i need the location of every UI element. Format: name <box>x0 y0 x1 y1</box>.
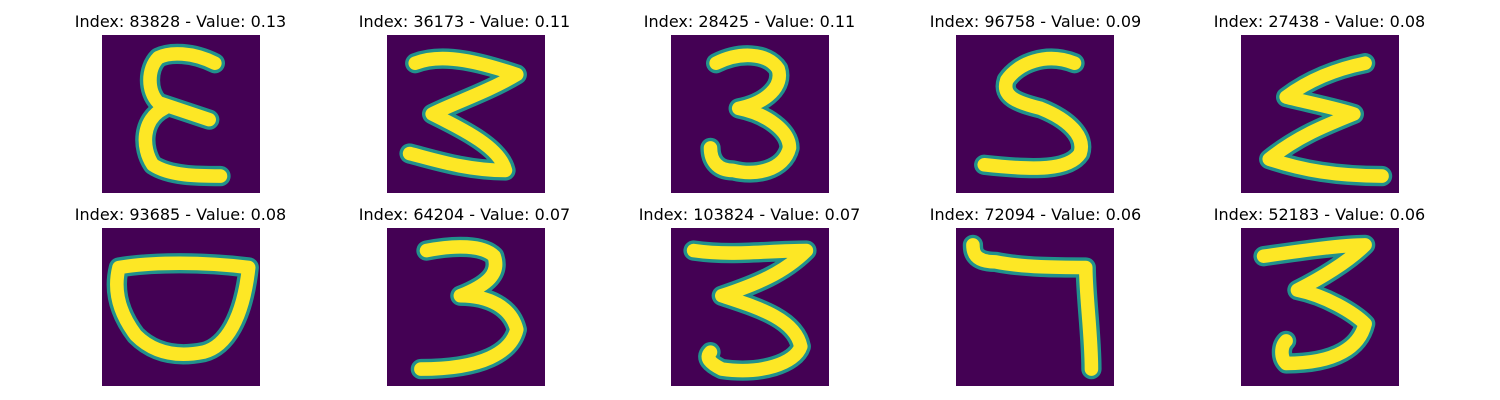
sample-title: Index: 27438 - Value: 0.08 <box>1177 12 1462 31</box>
sample-title: Index: 93685 - Value: 0.08 <box>38 205 323 224</box>
sample-panel-10: Index: 52183 - Value: 0.06 <box>1177 205 1462 395</box>
digit-image <box>671 35 829 193</box>
digit-5-icon <box>956 35 1114 193</box>
digit-3-icon <box>387 35 545 193</box>
digit-3-icon <box>671 35 829 193</box>
cup-shape-icon <box>102 228 260 386</box>
digit-image <box>956 228 1114 386</box>
sample-title: Index: 64204 - Value: 0.07 <box>322 205 607 224</box>
digit-image <box>1241 35 1399 193</box>
sample-panel-3: Index: 28425 - Value: 0.11 <box>607 12 892 202</box>
sample-panel-8: Index: 103824 - Value: 0.07 <box>607 205 892 395</box>
sample-title: Index: 103824 - Value: 0.07 <box>607 205 892 224</box>
sample-panel-7: Index: 64204 - Value: 0.07 <box>322 205 607 395</box>
sample-panel-2: Index: 36173 - Value: 0.11 <box>322 12 607 202</box>
sample-panel-1: Index: 83828 - Value: 0.13 <box>38 12 323 202</box>
sample-title: Index: 83828 - Value: 0.13 <box>38 12 323 31</box>
digit-3-icon <box>387 228 545 386</box>
sample-title: Index: 28425 - Value: 0.11 <box>607 12 892 31</box>
digit-3-icon <box>671 228 829 386</box>
digit-image <box>1241 228 1399 386</box>
digit-7-icon <box>956 228 1114 386</box>
digit-image <box>671 228 829 386</box>
sample-title: Index: 36173 - Value: 0.11 <box>322 12 607 31</box>
epsilon-like-3-icon <box>102 35 260 193</box>
sample-title: Index: 52183 - Value: 0.06 <box>1177 205 1462 224</box>
sample-title: Index: 72094 - Value: 0.06 <box>893 205 1178 224</box>
sample-panel-6: Index: 93685 - Value: 0.08 <box>38 205 323 395</box>
sample-panel-9: Index: 72094 - Value: 0.06 <box>893 205 1178 395</box>
sample-panel-5: Index: 27438 - Value: 0.08 <box>1177 12 1462 202</box>
digit-3-icon <box>1241 228 1399 386</box>
digit-image <box>387 228 545 386</box>
sample-title: Index: 96758 - Value: 0.09 <box>893 12 1178 31</box>
sigma-like-icon <box>1241 35 1399 193</box>
digit-image <box>102 228 260 386</box>
digit-image <box>102 35 260 193</box>
digit-image <box>956 35 1114 193</box>
sample-panel-4: Index: 96758 - Value: 0.09 <box>893 12 1178 202</box>
digit-image <box>387 35 545 193</box>
